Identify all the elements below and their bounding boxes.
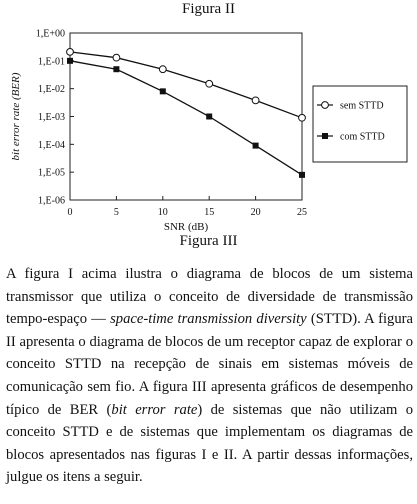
paragraph-text-3: ) de sistemas que não utilizam o conceit…: [6, 401, 413, 486]
data-point: [205, 79, 214, 88]
figure-caption-bottom: Figura III: [179, 233, 238, 249]
data-point: [252, 142, 259, 149]
paragraph-text-2: (STTD). A figura II apresenta o diagrama…: [6, 311, 413, 418]
legend: sem STTD com STTD: [312, 85, 408, 163]
data-point: [298, 113, 306, 122]
legend-label: com STTD: [340, 132, 385, 143]
y-tick-label: 1,E+00: [36, 29, 65, 40]
plot-frame: [69, 32, 303, 201]
y-axis-label: bit error rate (BER): [10, 72, 22, 160]
y-tick-label: 1,E-05: [38, 168, 65, 179]
x-tick-label: 5: [114, 207, 119, 218]
y-tick-label: 1,E-03: [38, 112, 65, 123]
legend-label: sem STTD: [340, 101, 384, 112]
x-tick-label: 0: [68, 207, 73, 218]
data-point: [251, 96, 260, 105]
paragraph-italic-2: bit error rate: [111, 401, 198, 418]
plot-area: 1,E+00 1,E-01 1,E-02 1,E-03 1,E-04 1,E-05 1,E-…: [10, 29, 307, 233]
y-tick-label: 1,E-02: [38, 84, 65, 95]
x-axis-label: SNR (dB): [164, 221, 209, 232]
data-point: [322, 133, 328, 139]
series-line: [69, 51, 303, 119]
data-point: [159, 88, 166, 95]
y-tick-label: 1,E-06: [38, 196, 65, 207]
series-line: [69, 60, 303, 176]
legend-box: [312, 85, 408, 163]
y-tick-label: 1,E-01: [38, 56, 65, 67]
paragraph-italic-1: space-time transmission diversity: [110, 311, 307, 328]
figure-caption-top: Figura II: [182, 1, 235, 17]
data-point: [112, 53, 121, 62]
question-paragraph: A figura I acima ilustra o diagrama de b…: [6, 263, 413, 489]
data-point: [158, 65, 167, 74]
x-tick-label: 10: [158, 207, 168, 218]
data-point: [321, 101, 329, 109]
x-tick-label: 25: [297, 207, 307, 218]
paragraph-text-1: A figura I acima ilustra o diagrama de b…: [6, 266, 413, 328]
data-point: [66, 47, 74, 56]
x-tick-label: 20: [251, 207, 261, 218]
x-tick-label: 15: [204, 207, 214, 218]
data-point: [113, 66, 120, 73]
data-point: [67, 57, 73, 64]
y-tick-label: 1,E-04: [38, 140, 65, 151]
data-point: [299, 171, 305, 178]
ber-chart: 1,E+00 1,E-01 1,E-02 1,E-03 1,E-04 1,E-05 1,E-…: [10, 29, 408, 233]
data-point: [206, 113, 213, 120]
